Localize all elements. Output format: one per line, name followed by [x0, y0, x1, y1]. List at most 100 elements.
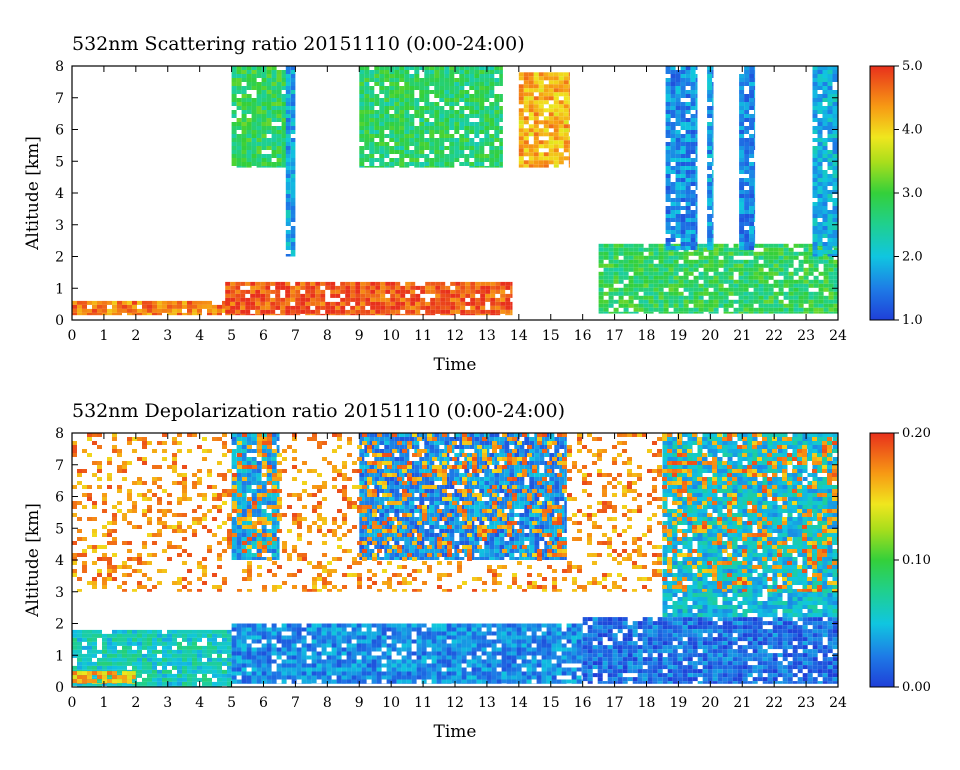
heatmap-cell: [506, 635, 512, 640]
heatmap-cell: [754, 210, 756, 214]
heatmap-cell: [548, 108, 554, 113]
heatmap-cell: [265, 285, 271, 290]
heatmap-cell: [822, 222, 828, 226]
heatmap-cell: [695, 146, 698, 150]
heatmap-cell: [436, 663, 442, 668]
heatmap-cell: [306, 647, 312, 652]
heatmap-cell: [152, 300, 157, 305]
heatmap-cell: [501, 671, 507, 676]
heatmap-cell: [152, 669, 157, 674]
heatmap-cell: [808, 271, 814, 276]
heatmap-cell: [235, 309, 241, 314]
heatmap-cell: [285, 254, 291, 257]
heatmap-cell: [436, 675, 442, 680]
heatmap-cell: [474, 86, 480, 90]
heatmap-cell: [548, 88, 554, 93]
heatmap-cell: [683, 275, 689, 280]
heatmap-cell: [406, 635, 412, 640]
heatmap-cell: [707, 122, 713, 126]
heatmap-cell: [738, 283, 744, 288]
heatmap-cell: [528, 84, 534, 89]
heatmap-cell: [379, 122, 385, 126]
heatmap-cell: [783, 275, 789, 280]
heatmap-cell: [256, 102, 262, 106]
heatmap-cell: [415, 305, 421, 310]
heatmap-cell: [371, 631, 377, 636]
heatmap-cell: [82, 665, 87, 670]
heatmap-cell: [446, 655, 452, 660]
heatmap-cell: [157, 677, 162, 682]
heatmap-cell: [690, 210, 696, 214]
heatmap-cell: [673, 243, 679, 248]
heatmap-cell: [833, 311, 838, 314]
heatmap-cell: [749, 106, 755, 110]
heatmap-cell: [217, 312, 222, 316]
heatmap-cell: [712, 110, 714, 114]
heatmap-cell: [439, 122, 445, 126]
heatmap-cell: [817, 170, 823, 174]
heatmap-cell: [744, 106, 750, 110]
heatmap-cell: [231, 126, 237, 130]
heatmap-cell: [693, 291, 699, 296]
heatmap-cell: [241, 651, 247, 656]
heatmap-cell: [703, 275, 709, 280]
heatmap-cell: [251, 74, 257, 78]
heatmap-cell: [451, 643, 457, 648]
heatmap-cell: [707, 194, 713, 198]
heatmap-cell: [182, 661, 187, 666]
heatmap-cell: [768, 291, 774, 296]
heatmap-cell: [648, 295, 654, 300]
heatmap-cell: [172, 304, 177, 309]
heatmap-cell: [321, 679, 327, 684]
heatmap-cell: [376, 655, 382, 660]
heatmap-cell: [351, 647, 357, 652]
heatmap-cell: [744, 114, 750, 118]
heatmap-cell: [668, 283, 674, 288]
heatmap-cell: [763, 259, 769, 264]
heatmap-cell: [374, 150, 380, 154]
heatmap-cell: [270, 309, 276, 314]
heatmap-cell: [236, 627, 242, 632]
heatmap-cell: [516, 663, 522, 668]
heatmap-cell: [516, 627, 522, 632]
heatmap-cell: [167, 629, 172, 634]
heatmap-cell: [812, 146, 818, 150]
heatmap-cell: [431, 663, 437, 668]
heatmap-cell: [499, 142, 503, 146]
heatmap-cell: [241, 643, 247, 648]
heatmap-cell: [384, 118, 390, 122]
heatmap-cell: [351, 679, 357, 684]
heatmap-cell: [256, 679, 262, 684]
heatmap-cell: [315, 281, 321, 286]
heatmap-cell: [197, 657, 202, 662]
heatmap-cell: [812, 66, 818, 70]
heatmap-cell: [828, 271, 834, 276]
heatmap-cell: [380, 301, 386, 306]
heatmap-cell: [526, 675, 532, 680]
heatmap-cell: [518, 124, 524, 129]
heatmap-cell: [758, 271, 764, 276]
heatmap-cell: [435, 301, 441, 306]
heatmap-cell: [316, 631, 322, 636]
heatmap-cell: [235, 297, 241, 302]
heatmap-cell: [454, 86, 460, 90]
heatmap-cell: [404, 166, 410, 168]
heatmap-cell: [132, 312, 137, 316]
heatmap-cell: [217, 665, 222, 670]
heatmap-cell: [276, 94, 282, 98]
heatmap-cell: [638, 275, 644, 280]
heatmap-cell: [680, 218, 686, 222]
heatmap-cell: [459, 106, 465, 110]
heatmap-cell: [366, 671, 372, 676]
heatmap-cell: [739, 146, 745, 150]
heatmap-cell: [533, 164, 539, 168]
heatmap-cell: [429, 74, 435, 78]
heatmap-cell: [295, 301, 301, 306]
heatmap-cell: [707, 126, 713, 130]
heatmap-cell: [707, 134, 713, 138]
heatmap-cell: [435, 297, 441, 302]
heatmap-cell: [97, 661, 102, 666]
heatmap-cell: [404, 114, 410, 118]
heatmap-cell: [207, 653, 212, 658]
heatmap-cell: [356, 651, 362, 656]
